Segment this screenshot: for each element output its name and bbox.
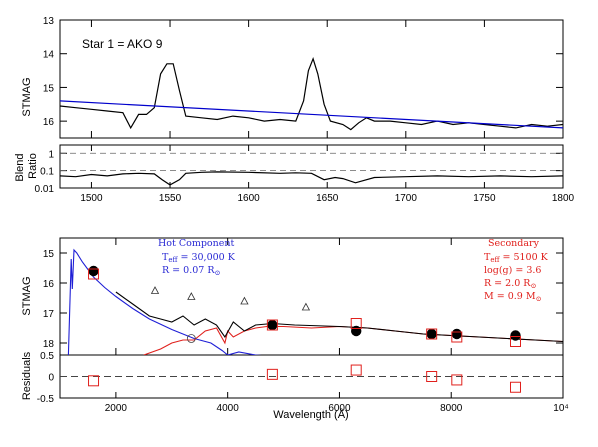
blend-xtick-label: 1750	[473, 193, 496, 204]
sed-ytick-label: 16	[43, 279, 55, 290]
sed-ytick-label: 18	[43, 339, 55, 350]
sed-xtick-label: 2000	[105, 403, 128, 414]
spectrum-panel-frame	[59, 19, 564, 139]
secondary-mass-sun: ⊙	[536, 295, 542, 303]
hot-component-model-line	[67, 248, 262, 355]
uv-triangle-point	[187, 292, 196, 300]
spectrum-ylabel: STMAG	[21, 77, 33, 116]
hot-teff-val: = 30,000 K	[177, 252, 235, 263]
residual-square	[426, 371, 438, 382]
secondary-teff-t: T	[484, 252, 491, 263]
sed-ytick-label: 15	[43, 249, 55, 260]
blend-xtick-label: 1500	[80, 193, 103, 204]
secondary-radius-val: R = 2.0 R	[484, 278, 531, 289]
residuals-ytick-label: 0.5	[40, 351, 54, 362]
continuum-fit-line	[60, 100, 563, 129]
hot-radius-val: R = 0.07 R	[162, 265, 215, 276]
sed-xtick-label: 8000	[440, 403, 463, 414]
blend-panel-frame	[59, 144, 564, 189]
blend-axes: 0.01 0.1 1	[35, 145, 564, 195]
hot-radius-sun: ⊙	[214, 269, 220, 277]
residuals-ytick-label: 0	[48, 373, 54, 384]
observed-photometry-point	[510, 330, 521, 341]
secondary-teff: Teff = 5100 K	[484, 252, 549, 264]
blend-ratio-line	[59, 171, 564, 186]
blend-ylabel: Blend Ratio	[14, 150, 39, 181]
hot-teff-t: T	[162, 252, 169, 263]
model-photometry-square	[266, 319, 278, 331]
spectrum-series	[60, 57, 563, 131]
hot-title: Hot Component	[158, 238, 234, 249]
sed-xtick-label: 4000	[217, 403, 240, 414]
secondary-title: Secondary	[488, 238, 540, 249]
sed-xlabel: Wavelength (Å)	[273, 408, 348, 421]
hot-teff-sub: eff	[168, 256, 178, 264]
blend-xtick-label: 1700	[395, 193, 418, 204]
uv-triangle-point	[240, 296, 249, 305]
model-photometry-square	[426, 328, 438, 340]
model-photometry-square	[88, 268, 100, 280]
sed-xtick-label: 6000	[328, 403, 351, 414]
secondary-logg: log(g) = 3.6	[484, 265, 541, 276]
star-annotation: Star 1 = AKO 9	[82, 37, 163, 51]
residuals-ylabel: Residuals	[21, 351, 33, 400]
sed-series	[67, 248, 563, 355]
blend-series	[59, 171, 564, 186]
residual-square	[509, 381, 521, 393]
observed-photometry-point	[451, 328, 463, 340]
model-photometry-square	[509, 336, 521, 347]
secondary-radius-sun: ⊙	[530, 282, 536, 290]
spectrum-ytick-label: 16	[43, 117, 55, 128]
secondary-radius: R = 2.0 R⊙	[484, 278, 536, 290]
spectrum-axes: 13 14 15 16	[43, 16, 564, 138]
open-circle-point	[186, 334, 196, 343]
blend-ytick-label: 0.01	[35, 184, 55, 195]
hot-teff: Teff = 30,000 K	[162, 252, 236, 264]
hot-radius: R = 0.07 R⊙	[162, 265, 220, 277]
uv-triangle-point	[301, 302, 311, 311]
blend-xtick-label: 1550	[159, 193, 182, 204]
spectrum-ytick-label: 13	[43, 16, 55, 27]
sed-axes: 15 16 17 18	[43, 238, 564, 355]
observed-photometry-point	[426, 328, 437, 340]
model-photometry-square	[451, 331, 463, 343]
blend-xtick-label: 1800	[552, 193, 575, 204]
blend-xticklabels: 1500 1550 1600 1650 1700 1750 1800	[80, 193, 574, 204]
spectrum-ytick-label: 14	[43, 50, 55, 61]
residual-square	[350, 364, 362, 376]
residuals-series	[88, 364, 521, 393]
secondary-teff-val: = 5100 K	[499, 252, 548, 263]
observed-photometry-point	[267, 319, 278, 331]
residual-square	[451, 374, 463, 386]
model-photometry-square	[350, 318, 362, 329]
observed-spectrum-line	[60, 57, 563, 131]
blend-ylabel-line1: Blend	[14, 153, 26, 181]
spectrum-ytick-label: 15	[43, 83, 55, 94]
uv-triangle-point	[150, 286, 160, 294]
sed-ylabel: STMAG	[21, 276, 33, 315]
residuals-panel-frame	[59, 354, 564, 399]
sed-ytick-label: 17	[43, 309, 55, 320]
blend-ytick-label: 0.1	[40, 167, 54, 178]
observed-photometry-point	[88, 265, 99, 277]
secondary-annotation: Secondary Teff = 5100 K log(g) = 3.6 R =…	[484, 238, 549, 303]
blend-ytick-label: 1	[48, 149, 54, 160]
secondary-mass-val: M = 0.9 M	[484, 291, 536, 302]
residuals-axes: 0.5 0 -0.5	[37, 351, 564, 405]
blend-xtick-label: 1650	[316, 193, 339, 204]
residual-square	[88, 375, 100, 387]
secondary-mass: M = 0.9 M⊙	[484, 291, 542, 303]
blend-xtick-label: 1600	[238, 193, 261, 204]
observed-photometry-point	[351, 325, 362, 337]
secondary-teff-sub: eff	[490, 256, 500, 264]
residual-square	[266, 368, 278, 380]
residuals-ytick-label: -0.5	[37, 394, 55, 405]
blend-ylabel-line2: Ratio	[27, 153, 39, 179]
sed-xtick-label: 10⁴	[553, 403, 568, 414]
sed-xticklabels: 2000 4000 6000 8000 10⁴	[105, 403, 569, 414]
hot-component-annotation: Hot Component Teff = 30,000 K R = 0.07 R…	[158, 238, 236, 277]
